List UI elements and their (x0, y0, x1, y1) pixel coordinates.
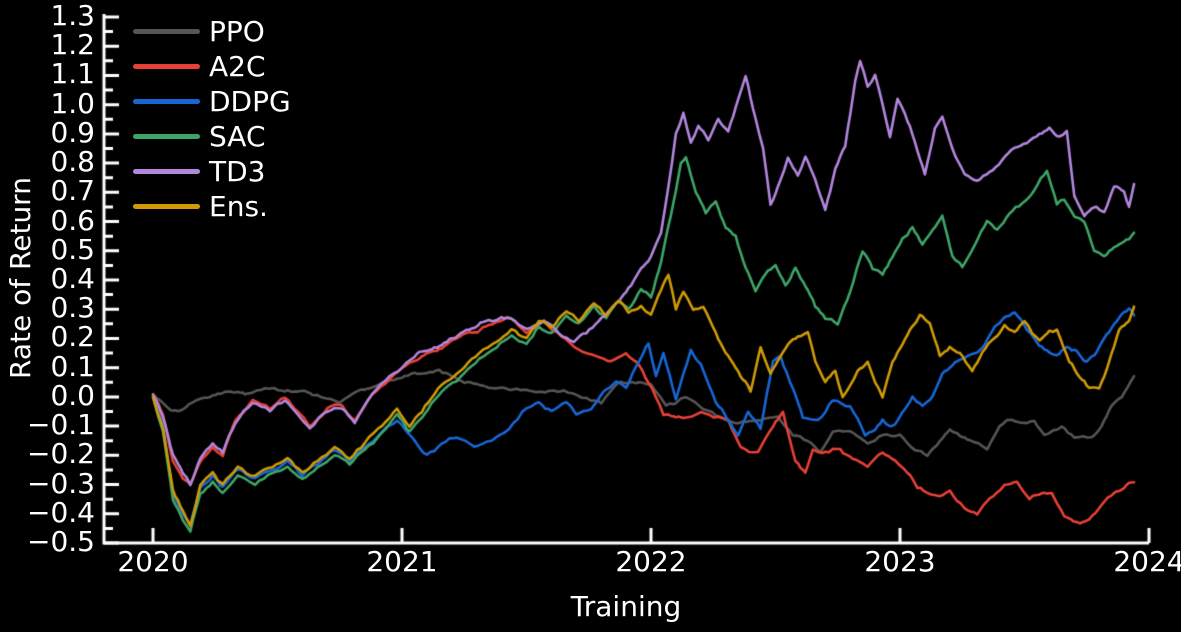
y-tick-label: 0.1 (50, 349, 95, 383)
y-tick-label: 0.3 (50, 291, 95, 325)
legend-label: A2C (209, 49, 266, 83)
y-tick-label: 0.5 (50, 232, 95, 266)
legend-label: TD3 (209, 154, 266, 188)
legend-item-ppo: PPO (133, 14, 291, 49)
y-tick-label: −0.5 (27, 525, 95, 559)
legend-swatch-icon (133, 204, 200, 209)
x-tick-label: 2023 (864, 545, 936, 578)
x-axis-title: Training (570, 590, 682, 623)
y-tick-label: 1.1 (50, 57, 95, 91)
legend-item-ddpg: DDPG (133, 84, 291, 119)
legend-item-td3: TD3 (133, 154, 291, 189)
legend-swatch-icon (133, 169, 200, 174)
legend-swatch-icon (133, 64, 200, 69)
legend-item-a2c: A2C (133, 49, 291, 84)
legend-item-ens: Ens. (133, 189, 291, 224)
y-tick-label: 0.8 (50, 145, 95, 179)
legend: PPO A2C DDPG SAC TD3 Ens. (133, 14, 291, 224)
y-tick-label: −0.4 (27, 495, 95, 529)
y-tick-label: 0.4 (50, 262, 95, 296)
legend-item-sac: SAC (133, 119, 291, 154)
y-axis-title: Rate of Return (4, 177, 37, 379)
y-tick-label: −0.3 (27, 466, 95, 500)
x-tick-label: 2021 (366, 545, 438, 578)
y-tick-label: 0.9 (50, 116, 95, 150)
y-tick-label: 1.3 (50, 0, 95, 33)
legend-label: DDPG (209, 84, 291, 118)
legend-swatch-icon (133, 134, 200, 139)
y-tick-label: −0.2 (27, 437, 95, 471)
y-tick-label: 1.0 (50, 86, 95, 120)
x-tick-label: 2020 (117, 545, 189, 578)
legend-label: SAC (209, 119, 266, 153)
x-tick-label: 2024 (1113, 545, 1181, 578)
y-tick-label: 0.6 (50, 203, 95, 237)
x-tick-label: 2022 (615, 545, 687, 578)
legend-label: Ens. (209, 189, 268, 223)
y-tick-label: −0.1 (27, 408, 95, 442)
legend-swatch-icon (133, 29, 200, 34)
y-tick-label: 1.2 (50, 28, 95, 62)
legend-label: PPO (209, 14, 265, 48)
y-tick-label: 0.7 (50, 174, 95, 208)
y-tick-label: 0.0 (50, 379, 95, 413)
legend-swatch-icon (133, 99, 200, 104)
y-tick-label: 0.2 (50, 320, 95, 354)
